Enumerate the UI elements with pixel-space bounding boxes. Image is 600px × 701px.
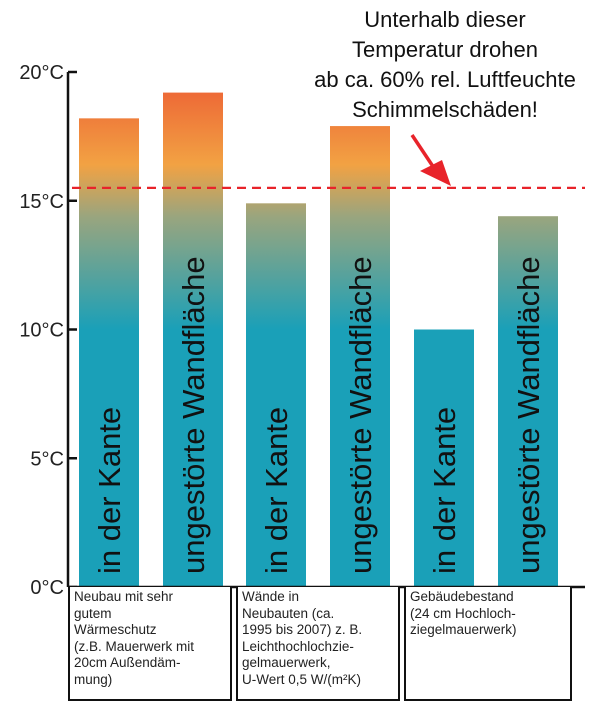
threshold-annotation: Unterhalb dieser Temperatur drohen ab ca. …: [314, 7, 576, 122]
bar-label: in der Kante: [92, 407, 127, 574]
bar: [498, 216, 558, 587]
group-description: Wände in Neubauten (ca. 1995 bis 2007) z. …: [236, 587, 400, 701]
bar-label: ungestörte Wandfläche: [176, 256, 211, 574]
bar: [163, 92, 223, 587]
group-description-line: Neubau mit sehr: [74, 589, 174, 604]
bar: [246, 203, 306, 587]
y-tick-label: 0°C: [30, 577, 64, 599]
y-tick-label: 10°C: [19, 320, 64, 342]
bar: [414, 329, 474, 587]
arrow-shaft: [410, 134, 436, 169]
annotation-line: Unterhalb dieser: [364, 7, 525, 32]
annotation-line: Schimmelschäden!: [352, 97, 538, 122]
y-tick-label: 20°C: [19, 62, 64, 84]
group-description-line: Gebäudebestand: [410, 589, 514, 604]
group-description-line: gutem: [74, 605, 112, 621]
bar-label: in der Kante: [259, 407, 294, 574]
group-description-line: gelmauerwerk,: [242, 655, 331, 670]
group-description-line: Wände in: [242, 589, 300, 604]
arrow-head: [420, 160, 451, 186]
bar-label: ungestörte Wandfläche: [511, 256, 546, 574]
bar-label: in der Kante: [427, 407, 462, 574]
group-description-line: U-Wert 0,5 W/(m²K): [242, 671, 361, 687]
bar: [330, 126, 390, 587]
group-description-line: Wärmeschutz: [74, 622, 157, 637]
bars: [79, 92, 558, 587]
group-description: Gebäudebestand (24 cm Hochloch-ziegelmaue…: [404, 587, 572, 701]
group-description-line: Leichthochlochzie-: [242, 638, 354, 654]
group-description-line: ziegelmauerwerk): [410, 622, 517, 637]
group-description-line: Neubauten (ca.: [242, 605, 335, 621]
bar: [79, 118, 139, 587]
annotation-line: Temperatur drohen: [352, 37, 538, 62]
group-description-line: 20cm Außendäm-: [74, 655, 181, 670]
annotation-line: ab ca. 60% rel. Luftfeuchte: [314, 67, 576, 92]
group-description-line: (z.B. Mauerwerk mit: [74, 638, 195, 654]
annotation-arrow: [410, 134, 451, 186]
bar-label: ungestörte Wandfläche: [343, 256, 378, 574]
y-axis-ticks: 0°C 5°C 10°C 15°C 20°C: [19, 62, 77, 599]
y-tick-label: 5°C: [30, 448, 64, 470]
group-description-line: 1995 bis 2007) z. B.: [242, 622, 363, 637]
y-tick-label: 15°C: [19, 191, 64, 213]
group-description: Neubau mit sehr gutem Wärmeschutz (z.B. Mau…: [68, 587, 232, 701]
bar-labels: in der Kante ungestörte Wandfläche in der …: [92, 256, 546, 574]
group-description-line: (24 cm Hochloch-: [410, 605, 516, 621]
group-description-line: mung): [74, 671, 113, 687]
